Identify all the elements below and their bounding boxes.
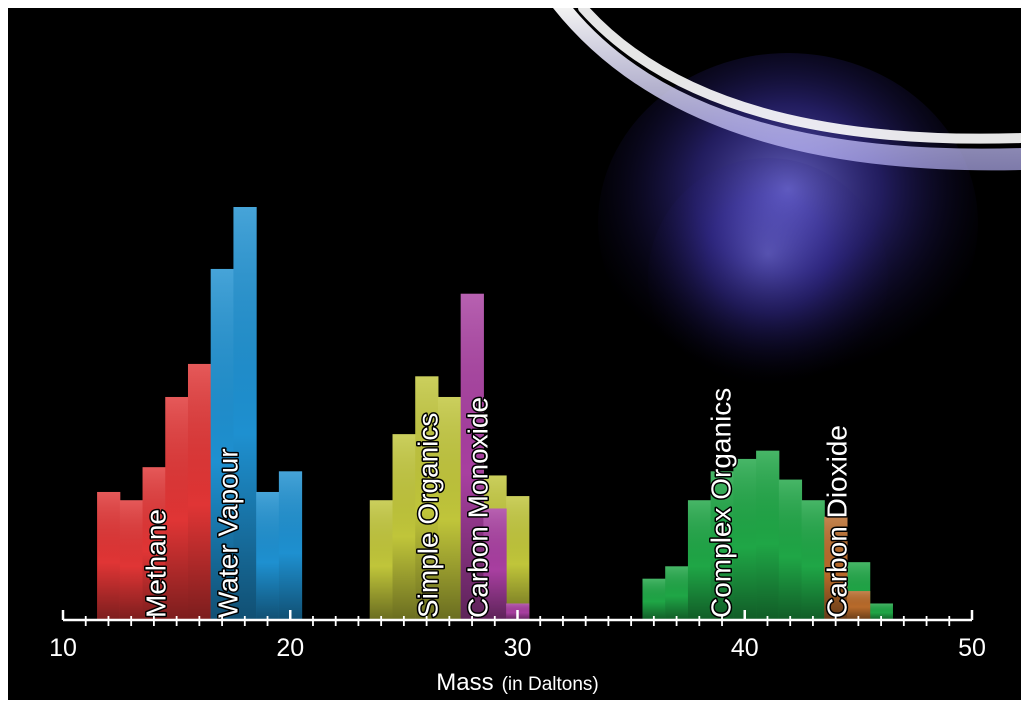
tick-label-30: 30 [504, 634, 532, 662]
tick-label-10: 10 [49, 634, 77, 662]
complex-organics-bar-shade-4 [733, 459, 756, 620]
water-vapour-bar-shade-2 [256, 492, 279, 620]
x-axis-label-note: (in Daltons) [502, 674, 599, 695]
x-axis-label-main: Mass [436, 669, 493, 696]
tick-label-20: 20 [276, 634, 304, 662]
plume-backdrop-image [553, 8, 1021, 398]
complex-organics-bar-shade-6 [779, 480, 802, 620]
mass-spectrum-chart: Methane Water Vapour Simple Organics Carbon… [8, 8, 1021, 700]
water-vapour-bar-shade-3 [279, 471, 302, 620]
x-axis-title: Mass (in Daltons) [436, 669, 599, 696]
methane-label: Methane [140, 509, 171, 618]
tick-label-50: 50 [958, 634, 986, 662]
water-vapour-label: Water Vapour [212, 448, 243, 618]
simple-organics-bar-shade-6 [506, 496, 529, 620]
methane-bar-shade-4 [188, 364, 211, 620]
carbon-monoxide-label: Carbon Monoxide [462, 397, 493, 618]
tick-label-40: 40 [731, 634, 759, 662]
complex-organics-bar-shade-1 [665, 566, 688, 620]
simple-organics-bar-shade-0 [370, 500, 393, 620]
simple-organics-label: Simple Organics [412, 413, 443, 618]
complex-organics-bar-shade-0 [642, 579, 665, 620]
complex-organics-label: Complex Organics [705, 388, 736, 618]
carbon-dioxide-label: Carbon Dioxide [821, 425, 852, 618]
methane-bar-shade-0 [97, 492, 120, 620]
complex-organics-bar-shade-5 [756, 451, 779, 620]
x-axis-label: Mass (in Daltons) [436, 669, 599, 696]
figure-panel: Methane Water Vapour Simple Organics Carbon… [8, 8, 1021, 700]
